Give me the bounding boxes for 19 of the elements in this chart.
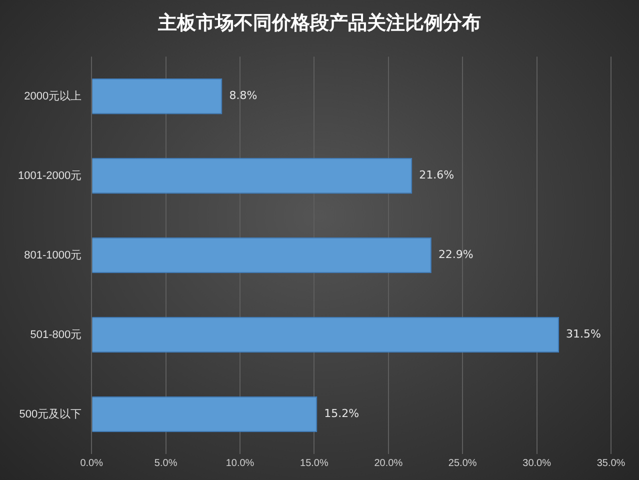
y-tick-label: 801-1000元 xyxy=(24,249,82,262)
chart-title: 主板市场不同价格段产品关注比例分布 xyxy=(157,11,482,36)
data-label: 22.9% xyxy=(438,248,474,262)
x-tick-label: 20.0% xyxy=(374,458,403,469)
x-tick-label: 10.0% xyxy=(226,458,254,469)
data-label: 21.6% xyxy=(419,168,454,182)
data-label: 15.2% xyxy=(324,407,360,420)
x-tick-label: 0.0% xyxy=(80,458,104,469)
y-tick-label: 501-800元 xyxy=(30,328,82,341)
y-tick-label: 500元及以下 xyxy=(19,407,82,420)
x-tick-label: 15.0% xyxy=(300,458,328,469)
x-tick-label: 30.0% xyxy=(522,458,552,469)
x-tick-label: 5.0% xyxy=(154,458,178,469)
data-label: 31.5% xyxy=(566,328,602,341)
data-label: 8.8% xyxy=(229,89,258,102)
x-tick-label: 25.0% xyxy=(448,458,477,469)
x-tick-label: 35.0% xyxy=(596,458,626,469)
y-tick-label: 1001-2000元 xyxy=(18,170,82,182)
y-tick-label: 2000元以上 xyxy=(24,89,82,102)
